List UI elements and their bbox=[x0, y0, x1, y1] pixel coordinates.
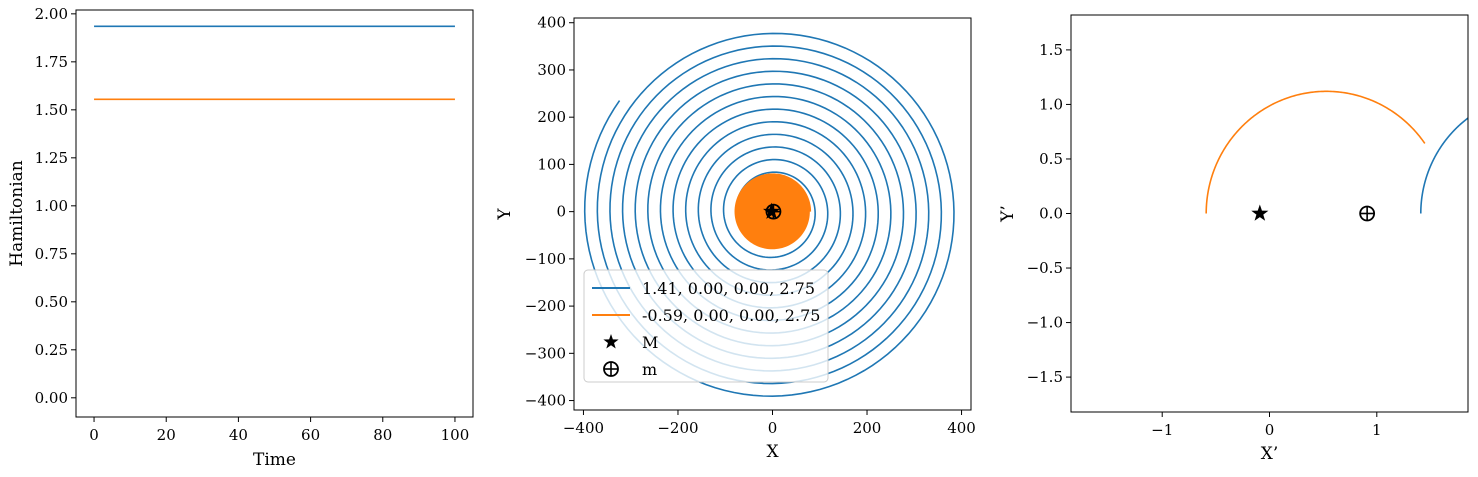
x-tick-label: 40 bbox=[229, 426, 248, 444]
x-tick-label: −400 bbox=[563, 419, 604, 437]
legend-box bbox=[583, 269, 829, 383]
marker-m-circle-plus bbox=[765, 203, 782, 220]
y-tick-label: 1.0 bbox=[1039, 95, 1063, 113]
x-tick-label: 100 bbox=[441, 426, 470, 444]
y-tick-label: 0.0 bbox=[1039, 205, 1063, 223]
y-tick-label: 1.5 bbox=[1039, 41, 1063, 59]
axes-frame bbox=[573, 17, 972, 411]
y-axis-label: Y’ bbox=[998, 205, 1018, 223]
y-tick-label: 0.00 bbox=[35, 389, 68, 407]
y-tick-label: −1.5 bbox=[1027, 368, 1063, 386]
x-tick-label: 80 bbox=[373, 426, 392, 444]
y-axis-label: Hamiltonian bbox=[7, 160, 27, 267]
x-axis-label: X’ bbox=[1261, 444, 1279, 464]
y-tick-label: 1.50 bbox=[35, 101, 68, 119]
x-tick-label: −200 bbox=[657, 419, 698, 437]
x-tick-label: 200 bbox=[853, 419, 882, 437]
legend-entry-m: m bbox=[642, 360, 657, 379]
y-tick-label: 1.75 bbox=[35, 53, 68, 71]
y-tick-label: 0.75 bbox=[35, 245, 68, 263]
legend: 1.41, 0.00, 0.00, 2.75 -0.59, 0.00, 0.00,… bbox=[583, 269, 829, 383]
y-tick-label: 0.5 bbox=[1039, 150, 1063, 168]
y-tick-label: 300 bbox=[537, 61, 566, 79]
x-axis-label: Time bbox=[253, 450, 296, 470]
series-line-1 bbox=[1419, 117, 1468, 214]
y-tick-label: −1.0 bbox=[1027, 314, 1063, 332]
series-line-1 bbox=[734, 173, 812, 250]
x-axis-label: X bbox=[766, 442, 779, 462]
x-tick-label: 400 bbox=[947, 419, 976, 437]
legend-entry-M: M bbox=[642, 333, 658, 352]
y-tick-label: 0.25 bbox=[35, 341, 68, 359]
y-tick-label: 1.25 bbox=[35, 149, 68, 167]
axes-frame bbox=[1070, 14, 1469, 413]
legend-entry-1: -0.59, 0.00, 0.00, 2.75 bbox=[642, 306, 820, 325]
x-tick-label: −1 bbox=[1151, 421, 1173, 439]
plot-area bbox=[94, 25, 455, 101]
legend-entry-0: 1.41, 0.00, 0.00, 2.75 bbox=[642, 279, 815, 298]
y-tick-label: −400 bbox=[525, 392, 566, 410]
y-tick-label: 400 bbox=[537, 14, 566, 32]
legend-circle-plus-symbol bbox=[603, 361, 619, 377]
axes-frame bbox=[75, 9, 474, 418]
y-tick-label: 2.00 bbox=[35, 5, 68, 23]
x-tick-label: 0 bbox=[768, 419, 778, 437]
series-line-0 bbox=[1205, 90, 1426, 214]
y-tick-label: −200 bbox=[525, 297, 566, 315]
y-tick-label: 200 bbox=[537, 108, 566, 126]
y-tick-label: 100 bbox=[537, 155, 566, 173]
marker-M-star bbox=[763, 202, 781, 219]
x-tick-label: 1 bbox=[1372, 421, 1382, 439]
hamiltonian-panel: 0 20 40 60 80 100 0.00 0.25 0.50 0.75 1.00 1.25 1.50… bbox=[7, 5, 474, 470]
plot-area bbox=[1205, 90, 1468, 222]
y-axis-label: Y bbox=[495, 208, 515, 221]
x-tick-label: 60 bbox=[301, 426, 320, 444]
x-tick-label: 0 bbox=[1265, 421, 1275, 439]
rotating-frame-panel: −1 0 1 −1.5 −1.0 −0.5 0.0 0.5 1.0 1.5 X’ Y’ bbox=[998, 14, 1469, 464]
y-tick-label: −300 bbox=[525, 344, 566, 362]
marker-m-circle-plus bbox=[1359, 205, 1376, 222]
marker-M-star bbox=[1251, 204, 1269, 221]
y-tick-label: 1.00 bbox=[35, 197, 68, 215]
x-tick-label: 0 bbox=[89, 426, 99, 444]
x-tick-label: 20 bbox=[157, 426, 176, 444]
legend-star-symbol bbox=[603, 334, 619, 349]
y-tick-label: −0.5 bbox=[1027, 259, 1063, 277]
y-tick-label: −100 bbox=[525, 250, 566, 268]
y-tick-label: 0.50 bbox=[35, 293, 68, 311]
y-tick-label: 0 bbox=[556, 203, 566, 221]
xy-orbit-panel: −400 −200 0 200 400 −400 −300 −200 −100 0 100 200 30… bbox=[495, 14, 976, 462]
